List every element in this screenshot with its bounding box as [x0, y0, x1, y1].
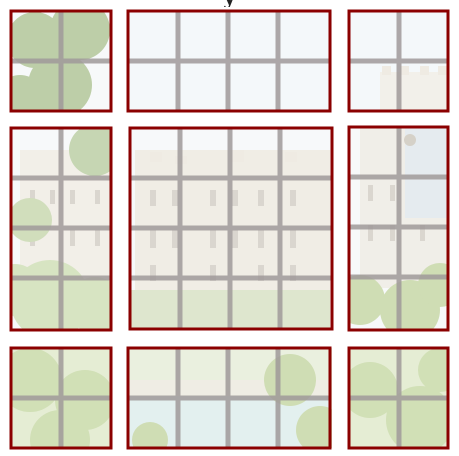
- tile-gutter: [0, 111, 459, 128]
- tile-gutter: [111, 0, 128, 456]
- tile-bottom-left[interactable]: [9, 346, 113, 450]
- tile-bottom-center[interactable]: [126, 346, 332, 450]
- tile-gutter: [0, 330, 459, 348]
- tile-gutter: [448, 0, 459, 456]
- tile-top-right[interactable]: [347, 9, 450, 113]
- tile-bottom-right[interactable]: [347, 346, 450, 450]
- tile-gutter: [332, 0, 349, 456]
- tile-middle-center[interactable]: [128, 126, 334, 331]
- tile-gutter: [0, 0, 459, 11]
- tile-top-center[interactable]: [126, 9, 332, 113]
- tile-middle-right[interactable]: [347, 125, 450, 332]
- tile-gutter: [0, 0, 11, 456]
- tile-gutter: [0, 448, 459, 456]
- tile-top-left[interactable]: [9, 9, 113, 113]
- puzzle-title-fragment: y: [0, 0, 459, 7]
- tile-middle-left[interactable]: [9, 126, 113, 332]
